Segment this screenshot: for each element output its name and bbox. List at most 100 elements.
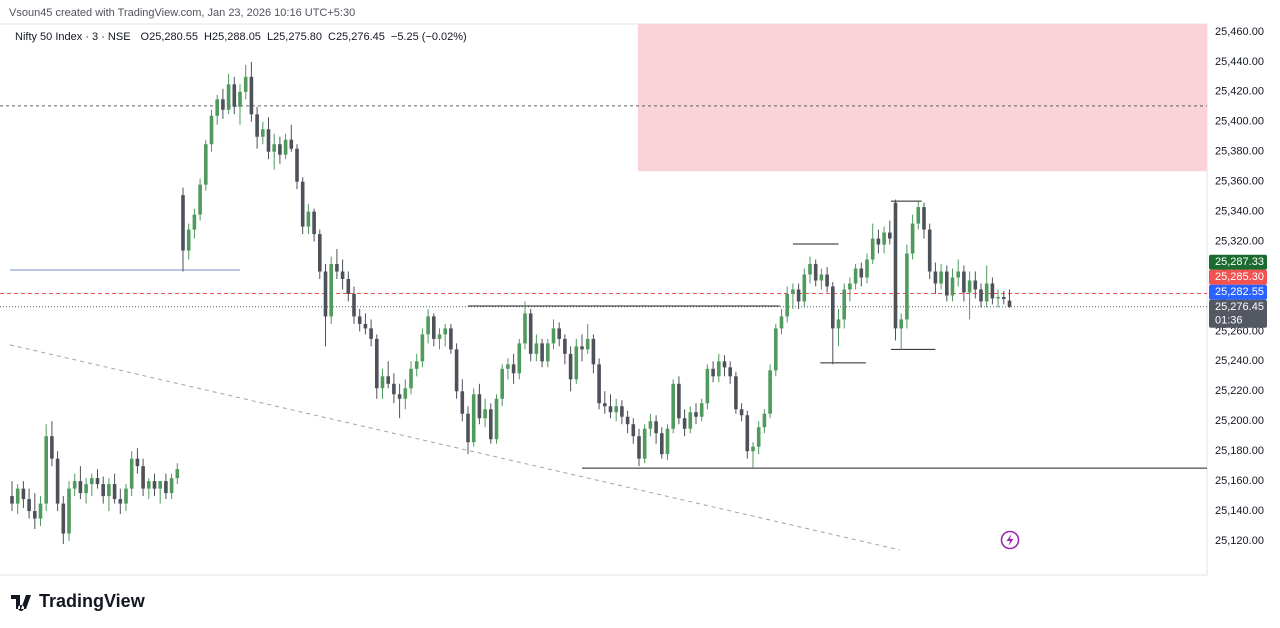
- candle-body: [192, 214, 197, 230]
- candle-body: [642, 428, 647, 459]
- candle-body: [397, 394, 402, 399]
- y-tick-label: 25,120.00: [1215, 535, 1264, 547]
- alert-icon: [1000, 530, 1020, 550]
- candle-body: [916, 207, 921, 224]
- candle-body: [739, 409, 744, 416]
- candle-body: [745, 415, 750, 452]
- candle-body: [323, 271, 328, 317]
- candle-body: [813, 264, 818, 281]
- y-tick-label: 25,360.00: [1215, 176, 1264, 188]
- candle-body: [944, 271, 949, 296]
- ohlc-value: O25,280.55: [141, 31, 199, 43]
- candle-body: [449, 328, 453, 350]
- candle-body: [984, 283, 989, 302]
- header: Vsoun45 created with TradingView.com, Ja…: [9, 7, 355, 19]
- candle-body: [694, 412, 698, 417]
- candle-body: [38, 503, 43, 519]
- price-tag: [1209, 269, 1267, 285]
- candle-body: [175, 469, 180, 479]
- candle-body: [637, 436, 641, 459]
- candle-body: [728, 367, 732, 377]
- candle-body: [677, 383, 681, 419]
- candle-body: [699, 403, 704, 417]
- candle-body: [563, 338, 567, 354]
- candle-body: [431, 316, 436, 339]
- candle-body: [317, 234, 322, 272]
- candle-body: [357, 316, 362, 324]
- candle-body: [260, 129, 265, 137]
- candle-body: [762, 413, 767, 428]
- candle-body: [962, 271, 966, 293]
- candle-body: [956, 271, 960, 278]
- candle-body: [967, 280, 972, 293]
- candle-body: [135, 458, 140, 467]
- candle-body: [488, 409, 493, 440]
- candle-body: [409, 368, 413, 389]
- candle-body: [50, 436, 54, 459]
- y-tick-label: 25,140.00: [1215, 505, 1264, 517]
- symbol: Nifty 50 Index · 3 · NSE: [15, 31, 131, 43]
- candle-body: [591, 338, 596, 365]
- candle-body: [466, 413, 470, 443]
- candle-body: [124, 488, 128, 504]
- legend: Nifty 50 Index · 3 · NSE O25,280.55 H25,2…: [15, 31, 467, 43]
- y-tick-label: 25,400.00: [1215, 116, 1264, 128]
- candle-body: [329, 264, 333, 317]
- candle-body: [830, 286, 835, 329]
- candle-body: [27, 499, 31, 512]
- candle-body: [939, 271, 943, 284]
- candle-body: [910, 223, 915, 254]
- candle-body: [312, 211, 316, 235]
- candle-body: [72, 481, 77, 489]
- candle-body: [483, 409, 487, 419]
- candle-body: [21, 488, 26, 500]
- candle-body: [631, 424, 636, 437]
- candle-body: [164, 481, 168, 494]
- y-tick-label: 25,420.00: [1215, 86, 1264, 98]
- candle-body: [335, 264, 339, 272]
- candle-body: [107, 484, 111, 497]
- candle-body: [540, 343, 544, 362]
- candle-body: [352, 293, 356, 317]
- candle-body: [494, 398, 499, 440]
- candle-body: [716, 361, 721, 377]
- candle-body: [523, 313, 527, 344]
- candle-body: [597, 364, 601, 404]
- candle-body: [471, 394, 476, 443]
- candle-body: [870, 238, 875, 260]
- candle-body: [255, 114, 259, 137]
- candle-body: [10, 496, 14, 504]
- y-tick-label: 25,440.00: [1215, 56, 1264, 68]
- candle-body: [808, 264, 812, 275]
- candle-body: [186, 229, 191, 251]
- candle-body: [181, 195, 185, 251]
- candle-body: [506, 364, 510, 369]
- candle-body: [796, 289, 801, 302]
- candle-body: [369, 328, 373, 339]
- candle-body: [215, 99, 219, 116]
- candle-body: [374, 338, 379, 389]
- price-tag: [1209, 284, 1267, 300]
- candle-body: [865, 259, 869, 278]
- candle-body: [756, 427, 761, 447]
- candle-body: [500, 368, 504, 399]
- candle-body: [95, 478, 100, 485]
- candle-body: [768, 370, 772, 414]
- candle-body: [882, 232, 886, 245]
- candle-body: [648, 421, 653, 429]
- candle-body: [129, 458, 134, 489]
- candle-body: [682, 418, 687, 429]
- y-tick-label: 25,260.00: [1215, 325, 1264, 337]
- candle-body: [922, 207, 926, 230]
- y-tick-label: 25,160.00: [1215, 475, 1264, 487]
- candle-body: [414, 361, 419, 369]
- candle-body: [848, 283, 852, 290]
- candle-body: [146, 481, 151, 489]
- candle-body: [403, 388, 408, 399]
- candle-body: [551, 328, 556, 344]
- candle-body: [454, 349, 459, 392]
- y-tick-label: 25,180.00: [1215, 445, 1264, 457]
- candle-body: [272, 144, 276, 152]
- candle-body: [734, 376, 738, 410]
